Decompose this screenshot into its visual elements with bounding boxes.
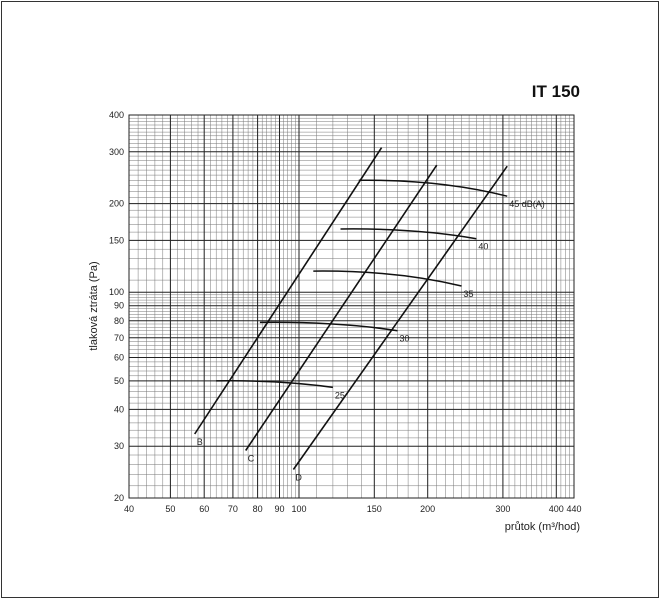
x-tick-label: 70 — [228, 504, 238, 514]
series-label-b: B — [197, 437, 203, 447]
x-tick-label: 200 — [420, 504, 435, 514]
y-tick-labels: 20 30 40 50 60 70 80 90 100 150 200 300 400 — [109, 110, 124, 503]
x-tick-label: 50 — [165, 504, 175, 514]
plot-border — [128, 114, 575, 499]
y-tick-label: 90 — [114, 301, 124, 311]
series-lines: B C D — [194, 147, 508, 483]
noise-curve — [216, 380, 334, 389]
y-tick-label: 20 — [114, 493, 124, 503]
series-label-c: C — [248, 454, 255, 464]
y-tick-label: 70 — [114, 333, 124, 343]
x-tick-labels: 40 50 60 70 80 90 100 150 200 300 400 440 — [124, 504, 582, 514]
noise-curve-label: 35 — [464, 289, 474, 299]
noise-curve-label: 30 — [400, 334, 410, 344]
y-axis-title: tlaková ztráta (Pa) — [88, 261, 100, 350]
x-tick-label: 60 — [199, 504, 209, 514]
y-tick-label: 80 — [114, 316, 124, 326]
y-tick-label: 400 — [109, 110, 124, 120]
chart-title: IT 150 — [532, 82, 580, 101]
noise-curves: 25 30 35 40 45 dB(A) — [216, 179, 545, 400]
series-line-d — [292, 165, 508, 470]
noise-curve-label: 45 dB(A) — [509, 199, 545, 209]
x-tick-label: 40 — [124, 504, 134, 514]
x-tick-label: 80 — [253, 504, 263, 514]
series-label-d: D — [295, 473, 302, 483]
y-tick-label: 100 — [109, 287, 124, 297]
noise-curve-label: 25 — [335, 390, 345, 400]
x-tick-label: 100 — [291, 504, 306, 514]
noise-curve — [259, 321, 398, 332]
x-tick-label: 440 — [566, 504, 581, 514]
noise-curve — [313, 270, 462, 287]
y-tick-label: 50 — [114, 376, 124, 386]
x-tick-label: 300 — [495, 504, 510, 514]
x-tick-label: 400 — [549, 504, 564, 514]
x-axis-title: průtok (m³/hod) — [505, 521, 580, 533]
x-tick-label: 90 — [274, 504, 284, 514]
series-line-b — [194, 147, 383, 435]
x-tick-label: 150 — [367, 504, 382, 514]
y-tick-label: 30 — [114, 441, 124, 451]
y-tick-label: 300 — [109, 147, 124, 157]
y-tick-label: 200 — [109, 199, 124, 209]
series-line-c — [245, 164, 438, 451]
noise-curve — [358, 179, 508, 197]
y-tick-label: 40 — [114, 404, 124, 414]
noise-curve — [340, 228, 477, 240]
y-tick-label: 150 — [109, 235, 124, 245]
noise-curve-label: 40 — [478, 242, 488, 252]
y-tick-label: 60 — [114, 353, 124, 363]
